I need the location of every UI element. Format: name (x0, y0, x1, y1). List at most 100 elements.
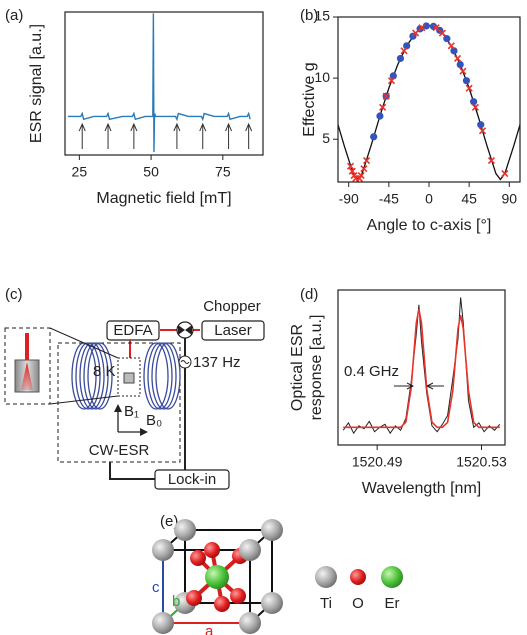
cross-point (412, 29, 420, 37)
chopper-label: Chopper (203, 298, 261, 315)
legend-label: O (352, 595, 364, 612)
plot-frame (64, 11, 264, 156)
inset-connector (49, 395, 119, 405)
cross-point (360, 165, 368, 173)
temperature-label: 8 K (93, 363, 116, 380)
dot-point (450, 47, 458, 55)
cross-point (453, 54, 462, 62)
frequency-label: 137 Hz (193, 354, 241, 371)
dot-point (470, 98, 478, 106)
data-line (67, 13, 251, 153)
cross-point (459, 67, 467, 75)
cross-point (379, 103, 387, 111)
y-tick-label: 5 (322, 130, 330, 146)
resonance-arrow (225, 122, 233, 149)
legend-label: Ti (320, 595, 332, 612)
coil-left (71, 342, 113, 410)
dot-point (396, 54, 405, 63)
resonance-arrow (173, 122, 181, 149)
arrowhead (114, 404, 122, 412)
cross-point (346, 162, 355, 170)
resonance-arrow (78, 122, 86, 149)
cross-point (357, 171, 365, 180)
cross-point (478, 127, 487, 135)
x-tick-label: 25 (72, 164, 88, 180)
plot-area (338, 22, 520, 182)
cross-point (438, 29, 446, 37)
x-tick-label: 1520.49 (352, 454, 403, 470)
legend-ti (315, 566, 337, 588)
y-axis-label: ESR signal [a.u.] (28, 24, 45, 143)
y-tick-label: 10 (314, 69, 330, 85)
dot-point (403, 42, 411, 50)
dot-point (389, 72, 397, 80)
axis-a-label: a (205, 623, 214, 635)
cross-point (400, 47, 408, 55)
signal-line (109, 462, 155, 480)
cw-esr-label: CW-ESR (89, 442, 150, 459)
inset-connector (49, 327, 119, 359)
panel-label: (b) (300, 7, 318, 24)
crystal-diagram: (e) c b a Ti O Er (152, 513, 403, 635)
resonance-arrow (104, 122, 112, 149)
cross-point (382, 92, 390, 100)
arrowhead (140, 428, 148, 436)
atoms (152, 519, 283, 634)
x-tick-label: 45 (461, 191, 477, 207)
fit-curve (338, 24, 520, 181)
annotation: 0.4 GHz (344, 363, 399, 380)
cross-point (432, 24, 440, 32)
y-tick-label: 15 (314, 8, 330, 24)
cross-point (471, 103, 479, 111)
y-axis-label: Effective g (301, 62, 318, 136)
plot-area (67, 13, 251, 153)
cross-point (465, 84, 473, 92)
legend-o (350, 569, 366, 585)
cross-point (362, 157, 371, 165)
cross-point (348, 167, 356, 175)
cross-point (501, 170, 509, 178)
resonance-arrow (199, 122, 207, 149)
dot-point (370, 133, 378, 141)
setup-diagram: (c) Chopper EDFA Laser 8 K 137 Hz B₁ B₀ (4, 286, 265, 490)
data-line (342, 297, 501, 435)
coil-right (143, 342, 181, 410)
panel-label: (a) (5, 7, 23, 24)
x-axis-label: Angle to c-axis [°] (367, 217, 492, 234)
x-tick-label: 90 (502, 191, 518, 207)
x-axis-label: Magnetic field [mT] (96, 190, 231, 207)
edfa-box (106, 320, 160, 341)
x-tick-label: 1520.53 (456, 454, 507, 470)
data-line (343, 309, 500, 429)
oscillator-wave (180, 360, 190, 364)
legend-er (381, 566, 403, 588)
panel-label: (d) (300, 286, 318, 303)
inset-glow (21, 362, 33, 390)
x-tick-label: 50 (143, 164, 159, 180)
panel-label: (c) (5, 286, 23, 303)
cross-point (387, 77, 396, 85)
axis-b-label: b (172, 593, 180, 610)
inset-beam (25, 333, 29, 363)
inset-box (4, 327, 51, 405)
y-axis-label: Optical ESR (289, 324, 306, 411)
b1-label: B₁ (124, 403, 139, 420)
dot-point (477, 121, 485, 129)
plot-frame (337, 289, 506, 446)
dot-point (462, 77, 471, 85)
laser-box (201, 320, 265, 341)
plot-frame (337, 16, 521, 183)
x-tick-label: 0 (425, 191, 433, 207)
annotation-arrow (425, 382, 444, 390)
resonance-arrow (245, 122, 253, 149)
axis-c-label: c (152, 579, 160, 596)
legend-label: Er (385, 595, 400, 612)
laser-label: Laser (214, 322, 252, 339)
dot-point (443, 35, 451, 43)
lock-in-box (154, 469, 230, 490)
resonance-arrow (130, 122, 138, 149)
panel-label: (e) (160, 513, 178, 530)
x-tick-label: 75 (215, 164, 231, 180)
